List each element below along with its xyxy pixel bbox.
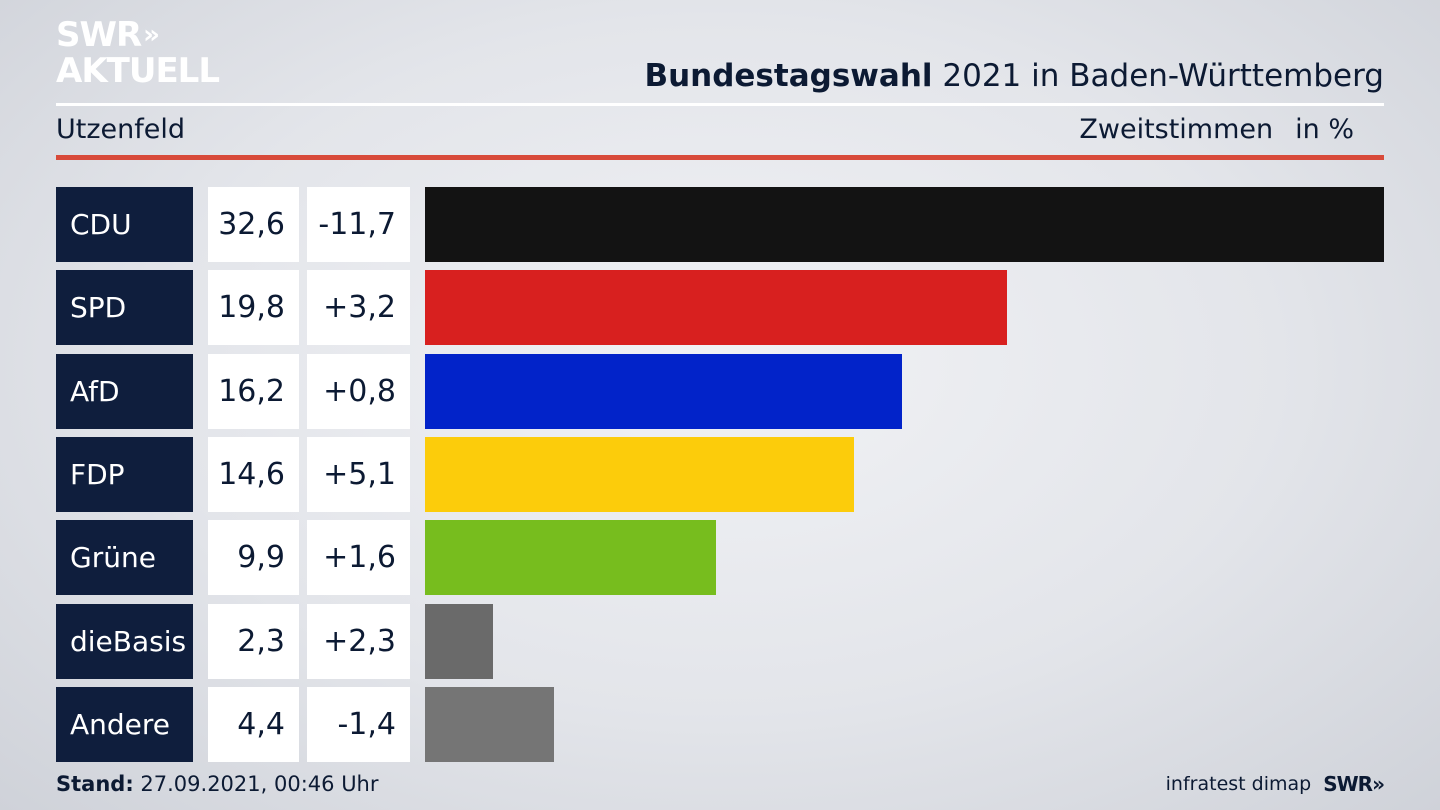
change-label: +2,3 bbox=[307, 604, 410, 679]
party-label: CDU bbox=[56, 187, 193, 262]
bar-row: dieBasis 2,3 +2,3 bbox=[56, 604, 1384, 679]
value-label: 16,2 bbox=[208, 354, 299, 429]
chart-title-rest: 2021 in Baden-Württemberg bbox=[942, 58, 1384, 94]
bar bbox=[425, 687, 554, 762]
unit-label: in % bbox=[1295, 114, 1354, 145]
logo-swr: SWR bbox=[56, 15, 142, 55]
chart-title-bold: Bundestagswahl bbox=[644, 58, 933, 94]
vote-type: Zweitstimmen bbox=[1079, 114, 1274, 145]
party-label: FDP bbox=[56, 437, 193, 512]
change-label: +5,1 bbox=[307, 437, 410, 512]
bar-row: SPD 19,8 +3,2 bbox=[56, 270, 1384, 345]
logo-arrows-icon: » bbox=[143, 20, 160, 50]
swr-brand-logo: SWR» bbox=[1323, 772, 1385, 796]
value-label: 9,9 bbox=[208, 520, 299, 595]
change-label: -11,7 bbox=[307, 187, 410, 262]
chart-title: Bundestagswahl 2021 in Baden-Württemberg bbox=[644, 58, 1384, 94]
party-label: AfD bbox=[56, 354, 193, 429]
bar-row: CDU 32,6 -11,7 bbox=[56, 187, 1384, 262]
header-divider bbox=[56, 103, 1384, 106]
value-label: 4,4 bbox=[208, 687, 299, 762]
change-label: +0,8 bbox=[307, 354, 410, 429]
region-label: Utzenfeld bbox=[56, 114, 186, 145]
bar-row: Andere 4,4 -1,4 bbox=[56, 687, 1384, 762]
stand-value: 27.09.2021, 00:46 Uhr bbox=[140, 772, 379, 796]
bar bbox=[425, 187, 1384, 262]
bar-row: AfD 16,2 +0,8 bbox=[56, 354, 1384, 429]
bar bbox=[425, 270, 1007, 345]
party-label: Grüne bbox=[56, 520, 193, 595]
party-label: SPD bbox=[56, 270, 193, 345]
bar-row: FDP 14,6 +5,1 bbox=[56, 437, 1384, 512]
source-label: infratest dimap bbox=[1165, 773, 1312, 795]
party-label: dieBasis bbox=[56, 604, 193, 679]
stand-label: Stand: bbox=[56, 772, 134, 796]
timestamp: Stand: 27.09.2021, 00:46 Uhr bbox=[56, 772, 379, 796]
change-label: -1,4 bbox=[307, 687, 410, 762]
source-credit: infratest dimap SWR» bbox=[1165, 772, 1385, 796]
bar bbox=[425, 354, 902, 429]
vote-type-label: Zweitstimmen in % bbox=[1079, 114, 1384, 145]
bar bbox=[425, 604, 493, 679]
bar bbox=[425, 437, 854, 512]
bar-row: Grüne 9,9 +1,6 bbox=[56, 520, 1384, 595]
swr-aktuell-logo: SWR» AKTUELL bbox=[56, 15, 220, 91]
value-label: 32,6 bbox=[208, 187, 299, 262]
value-label: 2,3 bbox=[208, 604, 299, 679]
accent-divider bbox=[56, 155, 1384, 160]
party-label: Andere bbox=[56, 687, 193, 762]
change-label: +3,2 bbox=[307, 270, 410, 345]
value-label: 14,6 bbox=[208, 437, 299, 512]
bar bbox=[425, 520, 716, 595]
logo-aktuell: AKTUELL bbox=[56, 51, 220, 91]
change-label: +1,6 bbox=[307, 520, 410, 595]
value-label: 19,8 bbox=[208, 270, 299, 345]
